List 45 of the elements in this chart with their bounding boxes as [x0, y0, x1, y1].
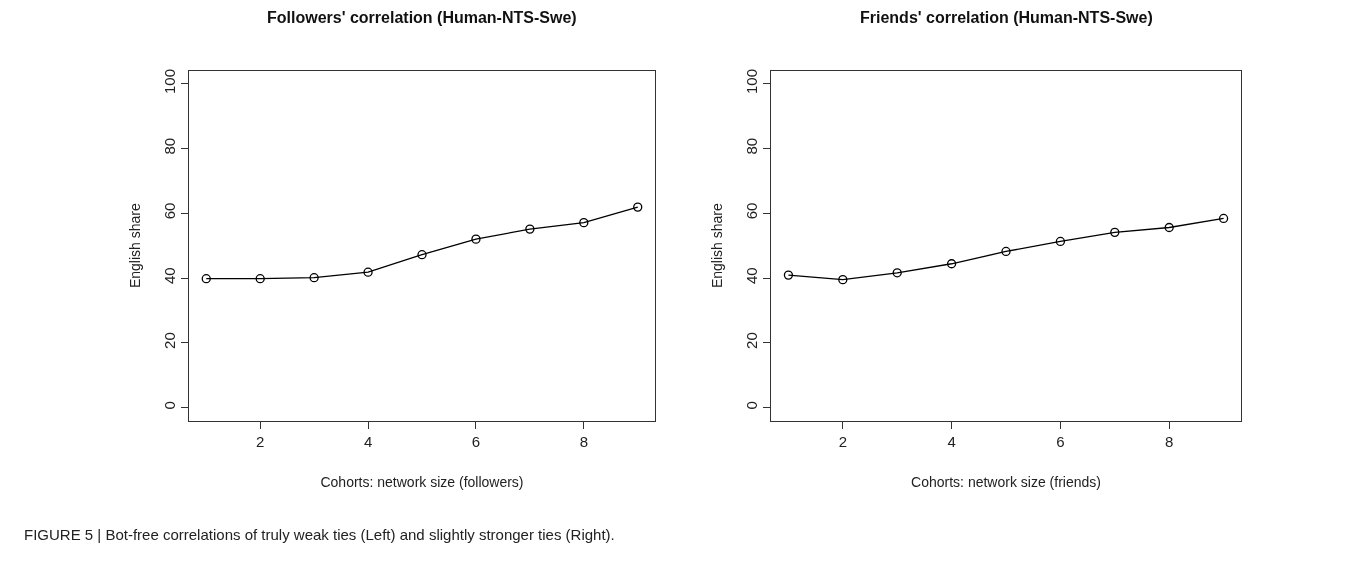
point — [417, 250, 427, 260]
y-tick-label: 80 — [742, 137, 760, 155]
x-axis-title: Cohorts: network size (followers) — [320, 473, 524, 490]
x-tick-label: 8 — [579, 432, 588, 450]
point — [633, 202, 643, 212]
point — [525, 224, 535, 234]
point — [783, 270, 794, 280]
y-tick-label: 20 — [742, 332, 760, 349]
point — [1164, 222, 1174, 233]
point — [1218, 213, 1229, 224]
x-tick-label: 4 — [363, 432, 373, 450]
chart-title: Followers' correlation (Human-NTS-Swe) — [267, 9, 577, 26]
y-axis-title: English share — [709, 203, 726, 289]
y-tick-label: 40 — [160, 267, 178, 285]
chart-title: Friends' correlation (Human-NTS-Swe) — [860, 9, 1153, 26]
point — [471, 234, 481, 244]
y-tick-label: 100 — [742, 68, 760, 94]
point — [1001, 246, 1011, 257]
y-tick-label: 0 — [742, 401, 760, 410]
point — [1055, 236, 1066, 247]
point — [363, 267, 373, 277]
point — [838, 274, 848, 285]
y-tick-label: 100 — [160, 68, 178, 94]
x-tick-label: 6 — [1056, 432, 1065, 450]
x-tick-label: 4 — [947, 432, 956, 450]
x-tick-label: 2 — [256, 432, 265, 450]
y-axis-title: English share — [127, 203, 144, 289]
y-tick-label: 20 — [160, 332, 178, 349]
point — [309, 273, 319, 283]
point — [1110, 227, 1120, 237]
y-tick-label: 60 — [160, 202, 178, 220]
x-tick-label: 8 — [1165, 432, 1174, 450]
y-tick-label: 80 — [160, 137, 178, 155]
point — [579, 217, 589, 228]
point — [201, 274, 211, 284]
x-tick-label: 2 — [838, 432, 847, 450]
point — [892, 268, 902, 278]
point — [946, 259, 957, 269]
x-tick-label: 6 — [471, 432, 481, 450]
y-tick-label: 40 — [742, 267, 760, 285]
x-axis-title: Cohorts: network size (friends) — [911, 473, 1101, 490]
point — [255, 274, 265, 284]
caption: FIGURE 5 | Bot-free correlations of truly weak ties (Left) and slightly stronger ties (Right). — [24, 526, 615, 543]
y-tick-label: 60 — [742, 202, 760, 220]
y-tick-label: 0 — [160, 401, 178, 410]
